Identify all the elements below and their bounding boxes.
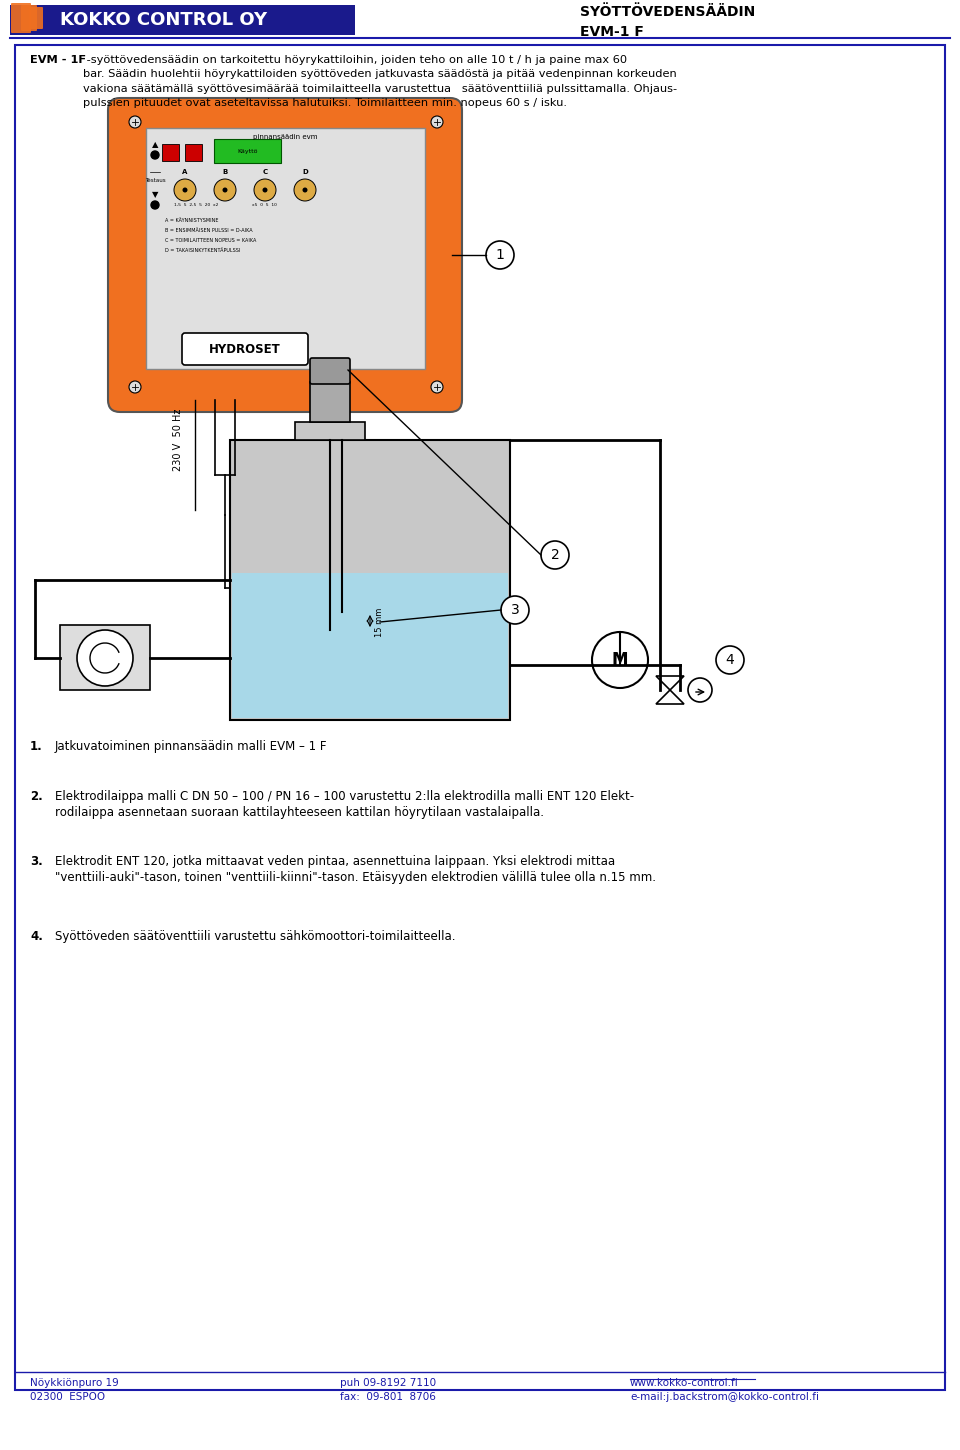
Text: 230 V  50 Hz: 230 V 50 Hz <box>173 409 183 471</box>
Circle shape <box>541 541 569 568</box>
Circle shape <box>182 187 187 193</box>
Circle shape <box>431 116 443 128</box>
Polygon shape <box>656 690 684 705</box>
Text: -syöttövedensäädin on tarkoitettu höyrykattiloihin, joiden teho on alle 10 t / h: -syöttövedensäädin on tarkoitettu höyryk… <box>83 55 677 109</box>
Circle shape <box>592 632 648 687</box>
FancyBboxPatch shape <box>161 144 179 161</box>
Circle shape <box>716 647 744 674</box>
Text: "venttiili-auki"-tason, toinen "venttiili-kiinni"-tason. Etäisyyden elektrodien : "venttiili-auki"-tason, toinen "venttiil… <box>55 871 656 884</box>
Circle shape <box>151 202 159 209</box>
Text: Käyttö: Käyttö <box>238 148 258 154</box>
Text: C = TOIMILAITTEEN NOPEUS = KAIKA: C = TOIMILAITTEEN NOPEUS = KAIKA <box>165 238 256 244</box>
FancyBboxPatch shape <box>310 358 350 384</box>
Text: 2: 2 <box>551 548 560 563</box>
Text: 3: 3 <box>511 603 519 618</box>
Text: puh 09-8192 7110: puh 09-8192 7110 <box>340 1378 436 1388</box>
Circle shape <box>254 178 276 202</box>
FancyBboxPatch shape <box>310 381 350 422</box>
Circle shape <box>174 178 196 202</box>
Text: 2.: 2. <box>30 790 43 803</box>
Text: x5  0  5  10: x5 0 5 10 <box>252 203 276 207</box>
Text: SYÖTTÖVEDENSÄÄDIN
EVM-1 F: SYÖTTÖVEDENSÄÄDIN EVM-1 F <box>580 4 756 39</box>
Text: B = ENSIMMÄISEN PULSSI = D-AIKA: B = ENSIMMÄISEN PULSSI = D-AIKA <box>165 228 252 233</box>
Text: Jatkuvatoiminen pinnansäädin malli EVM – 1 F: Jatkuvatoiminen pinnansäädin malli EVM –… <box>55 740 327 753</box>
Text: pinnansäädin evm: pinnansäädin evm <box>252 133 317 141</box>
Circle shape <box>151 151 159 160</box>
Text: 4: 4 <box>726 652 734 667</box>
Text: 1,5  5  2,5  5  20  x2: 1,5 5 2,5 5 20 x2 <box>174 203 218 207</box>
Text: ▼: ▼ <box>152 190 158 200</box>
Circle shape <box>214 178 236 202</box>
Text: Elektrodit ENT 120, jotka mittaavat veden pintaa, asennettuina laippaan. Yksi el: Elektrodit ENT 120, jotka mittaavat vede… <box>55 856 615 869</box>
Text: ▲: ▲ <box>152 141 158 149</box>
FancyBboxPatch shape <box>11 3 31 33</box>
FancyBboxPatch shape <box>230 439 510 721</box>
Text: Testaus: Testaus <box>145 177 165 183</box>
Circle shape <box>262 187 268 193</box>
Text: fax:  09-801  8706: fax: 09-801 8706 <box>340 1392 436 1402</box>
Text: Syöttöveden säätöventtiili varustettu sähkömoottori-toimilaitteella.: Syöttöveden säätöventtiili varustettu sä… <box>55 929 455 942</box>
FancyBboxPatch shape <box>214 139 281 162</box>
Text: 15 mm: 15 mm <box>375 608 384 637</box>
Text: C: C <box>262 170 268 175</box>
FancyBboxPatch shape <box>10 4 355 35</box>
Circle shape <box>129 381 141 393</box>
Text: rodilaippa asennetaan suoraan kattilayhteeseen kattilan höyrytilaan vastalaipall: rodilaippa asennetaan suoraan kattilayht… <box>55 806 544 819</box>
FancyBboxPatch shape <box>29 7 43 29</box>
Text: e-mail:j.backstrom@kokko-control.fi: e-mail:j.backstrom@kokko-control.fi <box>630 1392 819 1402</box>
Circle shape <box>688 679 712 702</box>
Text: www.kokko-control.fi: www.kokko-control.fi <box>630 1378 739 1388</box>
Text: 1: 1 <box>495 248 504 262</box>
Circle shape <box>294 178 316 202</box>
Circle shape <box>302 187 307 193</box>
FancyBboxPatch shape <box>146 128 425 368</box>
Circle shape <box>129 116 141 128</box>
Text: A: A <box>182 170 188 175</box>
Text: HYDROSET: HYDROSET <box>209 342 281 355</box>
Text: M: M <box>612 651 628 668</box>
FancyBboxPatch shape <box>232 573 508 718</box>
Text: B: B <box>223 170 228 175</box>
Circle shape <box>77 629 133 686</box>
Text: Elektrodilaippa malli C DN 50 – 100 / PN 16 – 100 varustettu 2:lla elektrodilla : Elektrodilaippa malli C DN 50 – 100 / PN… <box>55 790 635 803</box>
Circle shape <box>501 596 529 624</box>
FancyBboxPatch shape <box>295 422 365 439</box>
Text: EVM - 1F: EVM - 1F <box>30 55 86 65</box>
Text: A = KÄYNNISTYSMINE: A = KÄYNNISTYSMINE <box>165 218 219 223</box>
Circle shape <box>431 381 443 393</box>
Text: D = TAKAISINKYTKENTÄPULSSI: D = TAKAISINKYTKENTÄPULSSI <box>165 248 240 252</box>
Text: D: D <box>302 170 308 175</box>
Polygon shape <box>656 676 684 690</box>
FancyBboxPatch shape <box>182 334 308 365</box>
Text: Nöykkiönpuro 19: Nöykkiönpuro 19 <box>30 1378 119 1388</box>
Circle shape <box>223 187 228 193</box>
FancyBboxPatch shape <box>184 144 202 161</box>
FancyBboxPatch shape <box>21 4 37 30</box>
Circle shape <box>486 241 514 270</box>
Text: 4.: 4. <box>30 929 43 942</box>
Text: 02300  ESPOO: 02300 ESPOO <box>30 1392 106 1402</box>
Text: KOKKO CONTROL OY: KOKKO CONTROL OY <box>60 12 267 29</box>
Text: 3.: 3. <box>30 856 43 869</box>
FancyBboxPatch shape <box>108 99 462 412</box>
Text: 1.: 1. <box>30 740 43 753</box>
FancyBboxPatch shape <box>60 625 150 690</box>
